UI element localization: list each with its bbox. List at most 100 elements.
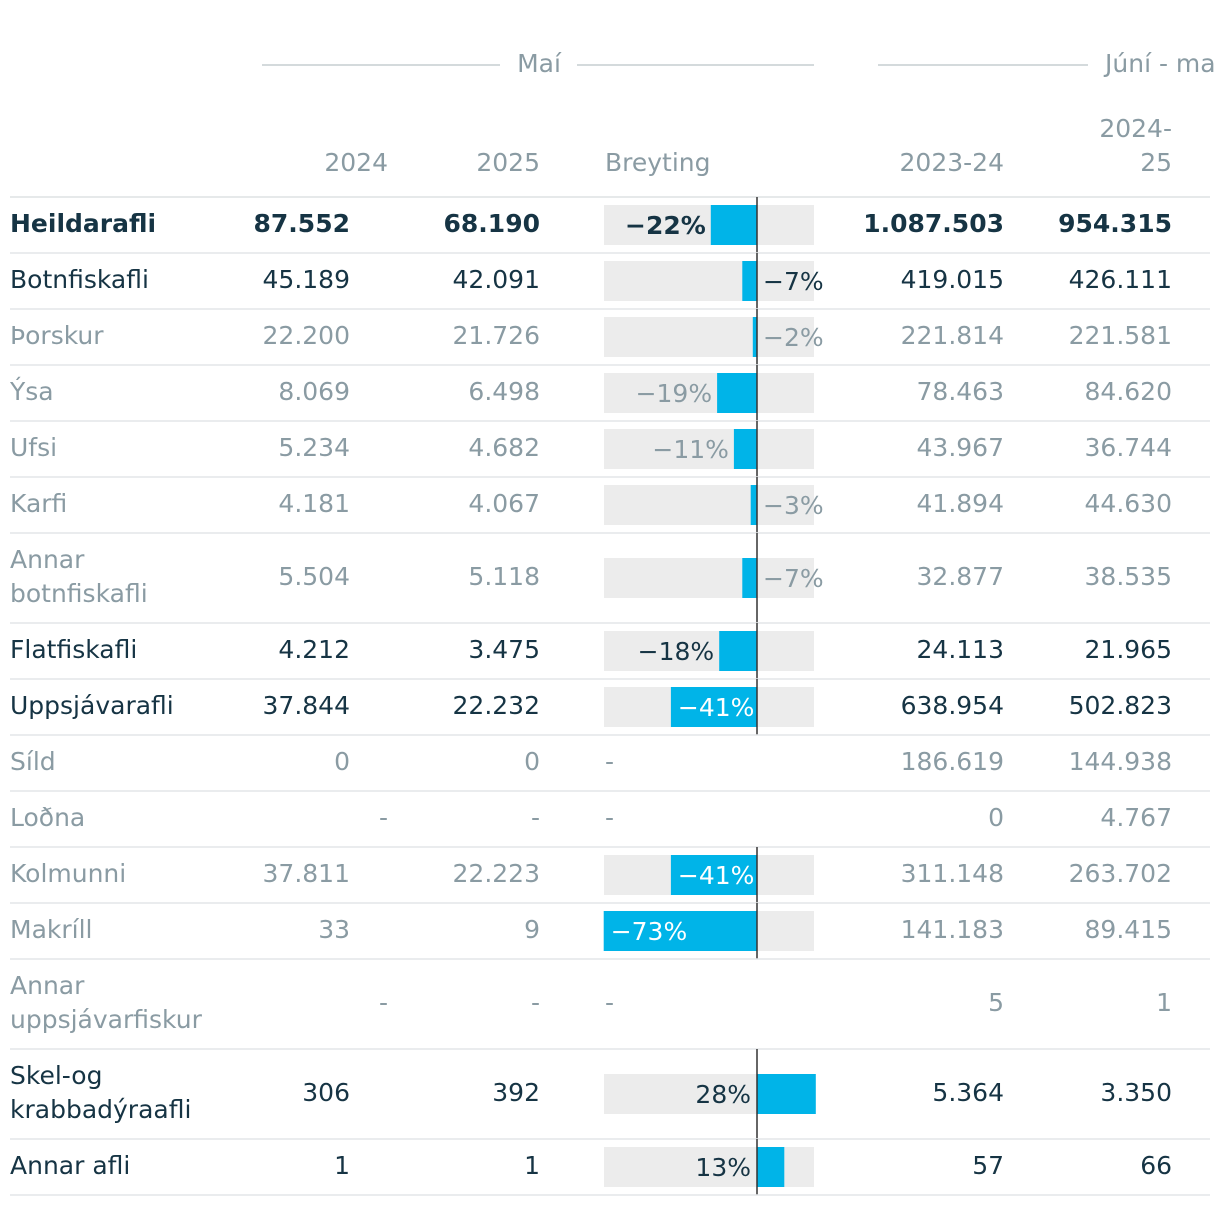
cell-value: 5.504	[278, 562, 350, 591]
cell-value: 8.069	[278, 377, 350, 406]
cell-value: 4.682	[468, 433, 540, 462]
row-label: botnfiskafli	[10, 579, 148, 608]
cell-value: 21.726	[453, 321, 540, 350]
cell-value: 87.552	[254, 209, 350, 238]
cell-value: -	[531, 803, 540, 832]
cell-value: 306	[302, 1078, 350, 1107]
cell-value: 0	[334, 747, 350, 776]
cell-value: 36.744	[1085, 433, 1172, 462]
cell-value: 33	[318, 915, 350, 944]
row-label: Karfi	[10, 489, 67, 518]
row-label: Makríll	[10, 915, 92, 944]
change-label: −7%	[763, 564, 824, 593]
cell-value: 221.581	[1069, 321, 1172, 350]
cell-value: 392	[492, 1078, 540, 1107]
change-label: −73%	[611, 917, 688, 946]
row-label: Heildarafli	[10, 209, 156, 238]
cell-value: 68.190	[444, 209, 540, 238]
cell-value: 419.015	[901, 265, 1004, 294]
cell-value: 4.181	[278, 489, 350, 518]
cell-value: 0	[988, 803, 1004, 832]
change-label: −3%	[763, 491, 824, 520]
bar-background	[604, 205, 814, 245]
cell-value: 5.364	[932, 1078, 1004, 1107]
bar	[742, 261, 757, 301]
change-label: -	[605, 988, 614, 1017]
bar	[603, 911, 757, 951]
column-header: Breyting	[605, 148, 711, 177]
change-label: −11%	[652, 435, 729, 464]
group-header: Maí	[517, 49, 562, 78]
cell-value: -	[531, 988, 540, 1017]
cell-value: 1	[334, 1151, 350, 1180]
change-label: -	[605, 803, 614, 832]
cell-value: 37.844	[263, 691, 350, 720]
bar-background	[604, 373, 814, 413]
row-label: Uppsjávarafli	[10, 691, 174, 720]
cell-value: 32.877	[917, 562, 1004, 591]
cell-value: 3.350	[1100, 1078, 1172, 1107]
row-label: Skel-og	[10, 1061, 102, 1090]
change-label: −2%	[763, 323, 824, 352]
cell-value: 66	[1140, 1151, 1172, 1180]
row-label: Annar afli	[10, 1151, 130, 1180]
cell-value: 0	[524, 747, 540, 776]
bar-background	[604, 631, 814, 671]
cell-value: 38.535	[1085, 562, 1172, 591]
bar	[742, 558, 757, 598]
cell-value: 41.894	[917, 489, 1004, 518]
cell-value: 186.619	[901, 747, 1004, 776]
change-label: 28%	[695, 1080, 751, 1109]
column-header: 2024	[324, 148, 388, 177]
column-header: 2023-24	[900, 148, 1004, 177]
cell-value: 638.954	[901, 691, 1004, 720]
cell-value: 21.965	[1085, 635, 1172, 664]
cell-value: 42.091	[453, 265, 540, 294]
cell-value: 1	[1156, 988, 1172, 1017]
row-label: krabbadýraafli	[10, 1095, 191, 1124]
cell-value: 426.111	[1069, 265, 1172, 294]
bar-background	[604, 558, 814, 598]
cell-value: 84.620	[1085, 377, 1172, 406]
row-label: Þorskur	[10, 321, 104, 350]
cell-value: 9	[524, 915, 540, 944]
cell-value: 1.087.503	[863, 209, 1004, 238]
row-label: Ufsi	[10, 433, 57, 462]
cell-value: 502.823	[1069, 691, 1172, 720]
cell-value: 37.811	[263, 859, 350, 888]
cell-value: 24.113	[917, 635, 1004, 664]
bar	[717, 373, 757, 413]
change-label: −41%	[678, 693, 755, 722]
cell-value: 5.118	[468, 562, 540, 591]
cell-value: 4.212	[278, 635, 350, 664]
row-label: Annar	[10, 545, 85, 574]
cell-value: 263.702	[1069, 859, 1172, 888]
cell-value: 57	[972, 1151, 1004, 1180]
cell-value: 954.315	[1058, 209, 1172, 238]
cell-value: 44.630	[1085, 489, 1172, 518]
change-label: −22%	[625, 211, 706, 240]
change-label: −7%	[763, 267, 824, 296]
row-label: Annar	[10, 971, 85, 1000]
column-header: 2025	[476, 148, 540, 177]
cell-value: 43.967	[917, 433, 1004, 462]
change-label: −41%	[678, 861, 755, 890]
cell-value: 22.232	[453, 691, 540, 720]
cell-value: 4.767	[1100, 803, 1172, 832]
change-label: −18%	[638, 637, 715, 666]
bar-background	[604, 485, 814, 525]
cell-value: -	[379, 803, 388, 832]
row-label: Kolmunni	[10, 859, 126, 888]
cell-value: 89.415	[1085, 915, 1172, 944]
column-header: 2024-	[1099, 114, 1172, 143]
row-label: Botnfiskafli	[10, 265, 149, 294]
row-label: Flatfiskafli	[10, 635, 137, 664]
bar	[752, 317, 757, 357]
cell-value: 6.498	[468, 377, 540, 406]
cell-value: 22.223	[453, 859, 540, 888]
bar	[670, 687, 757, 727]
bar	[733, 429, 757, 469]
bar	[757, 1147, 785, 1187]
cell-value: 141.183	[901, 915, 1004, 944]
bar	[757, 1074, 816, 1114]
